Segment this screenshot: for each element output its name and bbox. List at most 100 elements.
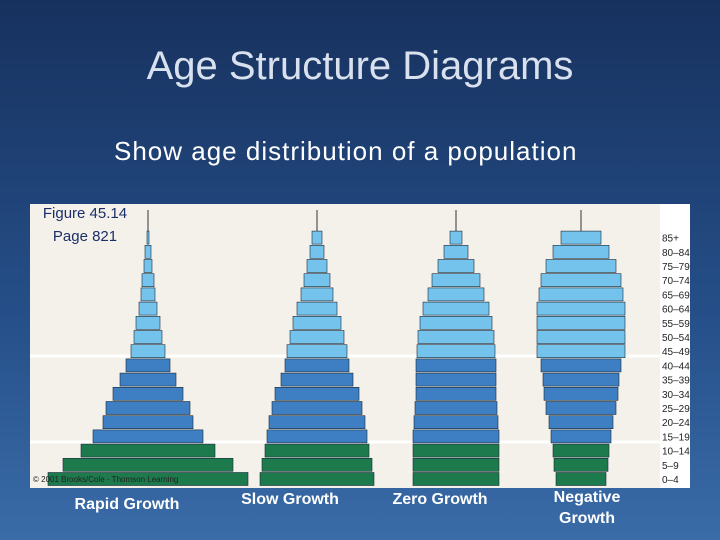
bar <box>261 458 373 472</box>
bar <box>144 244 152 259</box>
bar <box>292 316 342 330</box>
age-label: 50–54 <box>662 333 690 344</box>
bar <box>545 401 617 415</box>
age-label: 15–19 <box>662 432 690 443</box>
figure-caption: Figure 45.14 <box>43 205 127 222</box>
bar <box>141 273 155 287</box>
credit: © 2001 Brooks/Cole - Thomson Learning <box>33 475 178 484</box>
age-label: 75–79 <box>662 262 690 273</box>
bar <box>540 273 622 287</box>
bar <box>413 415 499 429</box>
figure-caption: Page 821 <box>53 228 117 245</box>
bar <box>146 230 150 245</box>
bar <box>102 415 194 429</box>
bar <box>80 443 216 458</box>
bar <box>443 244 469 259</box>
bar <box>415 387 497 401</box>
bar <box>133 330 163 344</box>
bar <box>135 316 161 330</box>
bar <box>412 472 500 486</box>
pyramid-label: Slow Growth <box>241 491 339 508</box>
bar <box>422 301 490 316</box>
age-label: 65–69 <box>662 290 690 301</box>
bar <box>416 344 496 358</box>
slide-subtitle: Show age distribution of a population <box>114 136 578 166</box>
bar <box>303 273 331 287</box>
age-label: 35–39 <box>662 376 690 387</box>
age-label: 20–24 <box>662 418 690 429</box>
bar <box>538 287 624 302</box>
age-label: 10–14 <box>662 447 690 458</box>
bar <box>266 429 368 444</box>
age-label: 45–49 <box>662 347 690 358</box>
bar <box>415 358 497 373</box>
bar <box>412 458 500 472</box>
bar <box>449 230 463 245</box>
bar <box>437 259 475 273</box>
age-label: 60–64 <box>662 305 690 316</box>
age-label: 70–74 <box>662 276 690 287</box>
bar <box>412 429 500 444</box>
bar <box>415 372 497 387</box>
bar <box>284 358 350 373</box>
pyramid-label: Zero Growth <box>392 491 488 508</box>
bar <box>412 443 500 458</box>
bar <box>550 429 612 444</box>
age-label: 40–44 <box>662 361 690 372</box>
pyramid-label: Rapid Growth <box>74 496 180 513</box>
bar <box>431 273 481 287</box>
bar <box>274 387 360 401</box>
bar <box>417 330 495 344</box>
bar <box>300 287 334 302</box>
figure: Figure 45.14 Page 821 0–4 5–9 10–14 15–19 20… <box>30 204 690 488</box>
bar <box>536 344 626 358</box>
bar <box>92 429 204 444</box>
bar <box>306 259 328 273</box>
bar <box>552 443 610 458</box>
bar <box>259 472 375 486</box>
bar <box>268 415 366 429</box>
bar <box>125 358 171 373</box>
age-label: 80–84 <box>662 248 690 259</box>
bar <box>140 287 156 302</box>
bar <box>414 401 498 415</box>
age-label: 30–34 <box>662 390 690 401</box>
bar <box>536 330 626 344</box>
bar <box>130 344 166 358</box>
bar <box>555 472 607 486</box>
age-label: 85+ <box>662 234 679 245</box>
bar <box>536 301 626 316</box>
bar <box>553 458 609 472</box>
pyramid-label: Negative Growth <box>553 489 621 527</box>
bar <box>536 316 626 330</box>
bar <box>540 358 622 373</box>
bar <box>289 330 345 344</box>
slide-title: Age Structure Diagrams <box>146 44 574 88</box>
age-label: 25–29 <box>662 404 690 415</box>
bar <box>105 401 191 415</box>
bar <box>560 230 602 245</box>
bar <box>545 259 617 273</box>
bar <box>62 458 234 472</box>
bar <box>542 372 620 387</box>
bar <box>138 301 158 316</box>
bar <box>311 230 323 245</box>
bar <box>143 259 153 273</box>
age-label: 5–9 <box>662 461 679 472</box>
bar <box>427 287 485 302</box>
bar <box>280 372 354 387</box>
bar <box>286 344 348 358</box>
bar <box>47 472 249 486</box>
bar <box>419 316 493 330</box>
bar <box>264 443 370 458</box>
bar <box>112 387 184 401</box>
bar <box>271 401 363 415</box>
age-label: 0–4 <box>662 475 679 486</box>
bar <box>548 415 614 429</box>
bar <box>309 244 325 259</box>
bar <box>543 387 619 401</box>
age-label-panel <box>660 204 690 488</box>
age-label: 55–59 <box>662 319 690 330</box>
bar <box>296 301 338 316</box>
